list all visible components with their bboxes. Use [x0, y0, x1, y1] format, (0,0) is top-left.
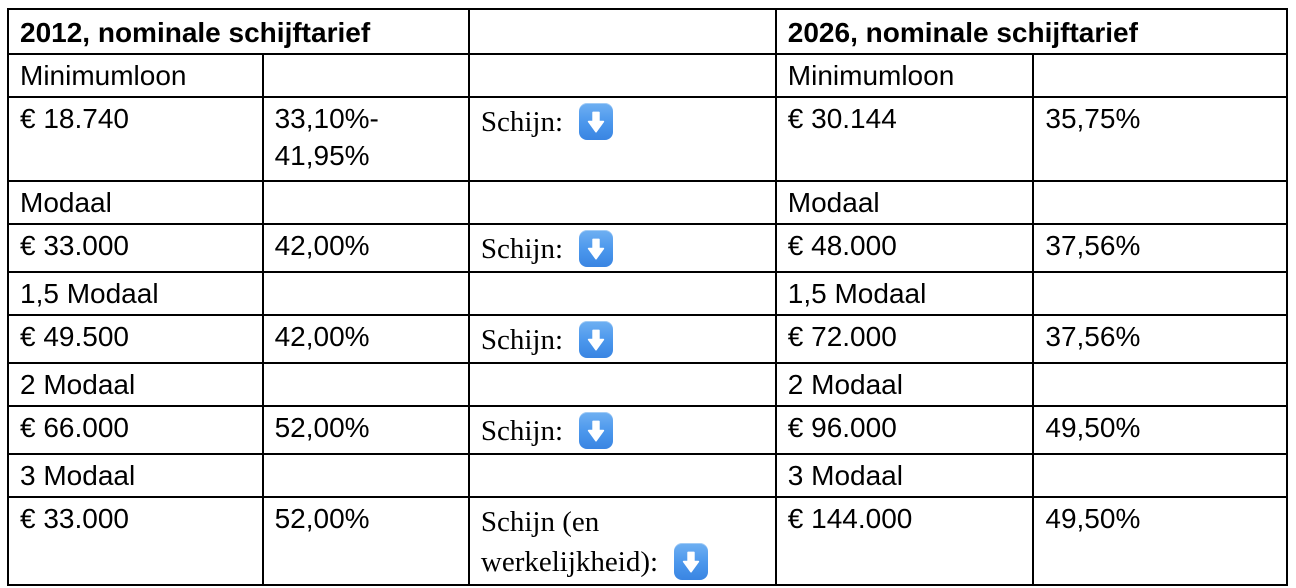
schijn-cell: Schijn: [467, 405, 777, 455]
label-minimumloon-2026: Minimumloon [774, 53, 1035, 98]
rate-cell: 37,56% [1032, 314, 1288, 364]
label-3modaal-2012: 3 Modaal [7, 453, 264, 498]
empty-cell [261, 271, 470, 316]
down-arrow-emoji [579, 103, 614, 140]
empty-cell [1032, 180, 1288, 225]
label-modaal-2012: Modaal [7, 180, 264, 225]
down-arrow-emoji [674, 543, 709, 580]
empty-cell [467, 53, 777, 98]
rate-cell: 49,50% [1032, 405, 1288, 455]
empty-cell [467, 453, 777, 498]
down-arrow-emoji [579, 412, 614, 449]
rate-cell: 52,00% [261, 405, 470, 455]
rate-cell: 52,00% [261, 496, 470, 586]
down-arrow-emoji [579, 230, 614, 267]
schijn-cell: Schijn: [467, 223, 777, 273]
schijn-label: Schijn: [480, 324, 571, 356]
schijn-label: Schijn (en werkelijkheid): [480, 506, 659, 578]
empty-cell [467, 362, 777, 407]
amount-cell: € 49.500 [7, 314, 264, 364]
schijn-label: Schijn: [480, 233, 571, 265]
header-middle-empty-cell [467, 8, 777, 55]
amount-cell: € 72.000 [774, 314, 1035, 364]
empty-cell [261, 180, 470, 225]
amount-cell: € 96.000 [774, 405, 1035, 455]
schijn-cell: Schijn: [467, 96, 777, 182]
amount-cell: € 66.000 [7, 405, 264, 455]
amount-cell: € 48.000 [774, 223, 1035, 273]
empty-cell [1032, 271, 1288, 316]
rate-cell: 35,75% [1032, 96, 1288, 182]
empty-cell [1032, 453, 1288, 498]
empty-cell [261, 362, 470, 407]
rate-cell: 42,00% [261, 223, 470, 273]
label-minimumloon-2012: Minimumloon [7, 53, 264, 98]
rate-cell: 49,50% [1032, 496, 1288, 586]
amount-cell: € 144.000 [774, 496, 1035, 586]
empty-cell [261, 453, 470, 498]
label-2modaal-2012: 2 Modaal [7, 362, 264, 407]
label-15modaal-2026: 1,5 Modaal [774, 271, 1035, 316]
label-15modaal-2012: 1,5 Modaal [7, 271, 264, 316]
schijn-cell: Schijn (en werkelijkheid): [467, 496, 777, 586]
amount-cell: € 18.740 [7, 96, 264, 182]
amount-cell: € 33.000 [7, 223, 264, 273]
label-3modaal-2026: 3 Modaal [774, 453, 1035, 498]
empty-cell [261, 53, 470, 98]
rate-cell: 33,10%- 41,95% [261, 96, 470, 182]
amount-cell: € 30.144 [774, 96, 1035, 182]
empty-cell [467, 180, 777, 225]
header-2026: 2026, nominale schijftarief [774, 8, 1289, 55]
empty-cell [1032, 362, 1288, 407]
empty-cell [467, 271, 777, 316]
amount-cell: € 33.000 [7, 496, 264, 586]
tax-brackets-table: 2012, nominale schijftarief 2026, nomina… [7, 8, 1289, 586]
down-arrow-emoji [579, 321, 614, 358]
schijn-label: Schijn: [480, 106, 571, 138]
schijn-label: Schijn: [480, 415, 571, 447]
header-2012: 2012, nominale schijftarief [7, 8, 470, 55]
empty-cell [1032, 53, 1288, 98]
label-2modaal-2026: 2 Modaal [774, 362, 1035, 407]
label-modaal-2026: Modaal [774, 180, 1035, 225]
rate-cell: 42,00% [261, 314, 470, 364]
rate-cell: 37,56% [1032, 223, 1288, 273]
schijn-cell: Schijn: [467, 314, 777, 364]
